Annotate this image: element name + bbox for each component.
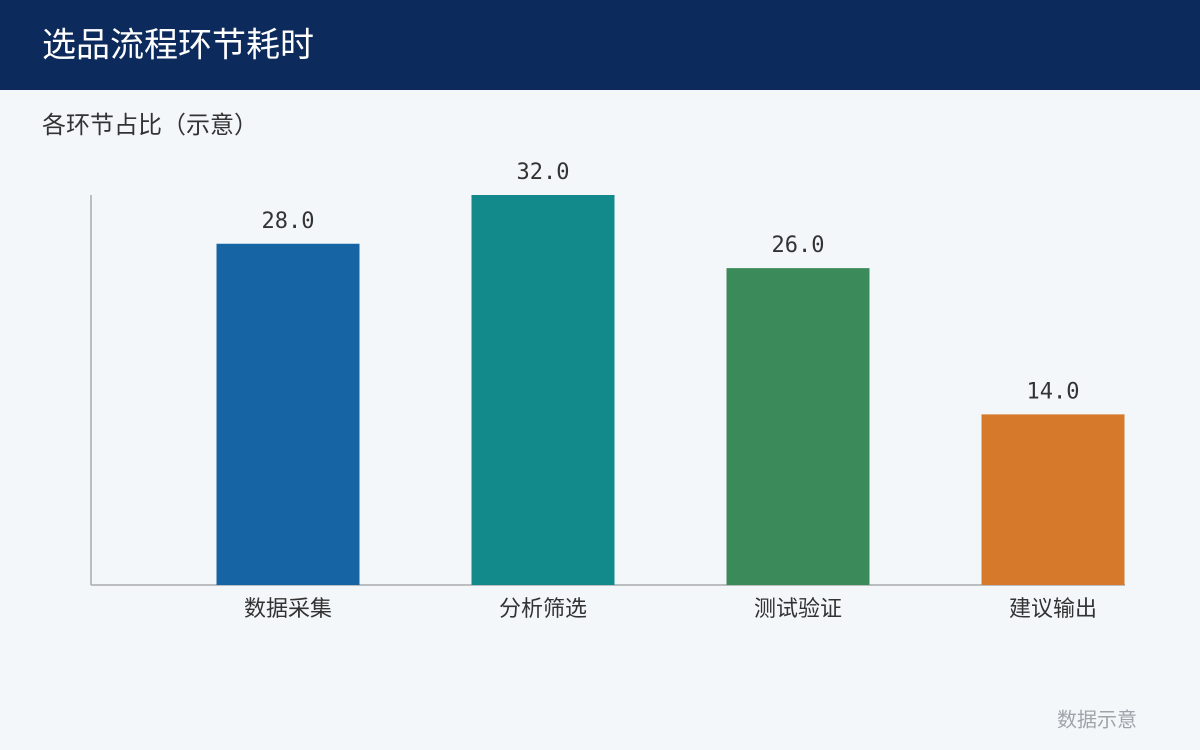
- value-label: 14.0: [1027, 379, 1080, 404]
- footnote: 数据示意: [1057, 708, 1137, 732]
- bar: [981, 414, 1125, 585]
- x-tick-label: 建议输出: [1009, 597, 1097, 622]
- value-label: 26.0: [772, 233, 825, 258]
- bar: [471, 195, 615, 585]
- value-label: 32.0: [517, 160, 570, 185]
- chart-subtitle: 各环节占比（示意）: [42, 111, 258, 139]
- x-tick-label: 分析筛选: [499, 597, 587, 622]
- x-tick-label: 测试验证: [754, 597, 842, 622]
- header-bar: [0, 0, 1200, 90]
- value-label: 28.0: [262, 209, 315, 234]
- bar: [726, 268, 870, 585]
- chart-title: 选品流程环节耗时: [42, 26, 314, 66]
- x-tick-label: 数据采集: [244, 597, 332, 622]
- bar: [216, 243, 360, 585]
